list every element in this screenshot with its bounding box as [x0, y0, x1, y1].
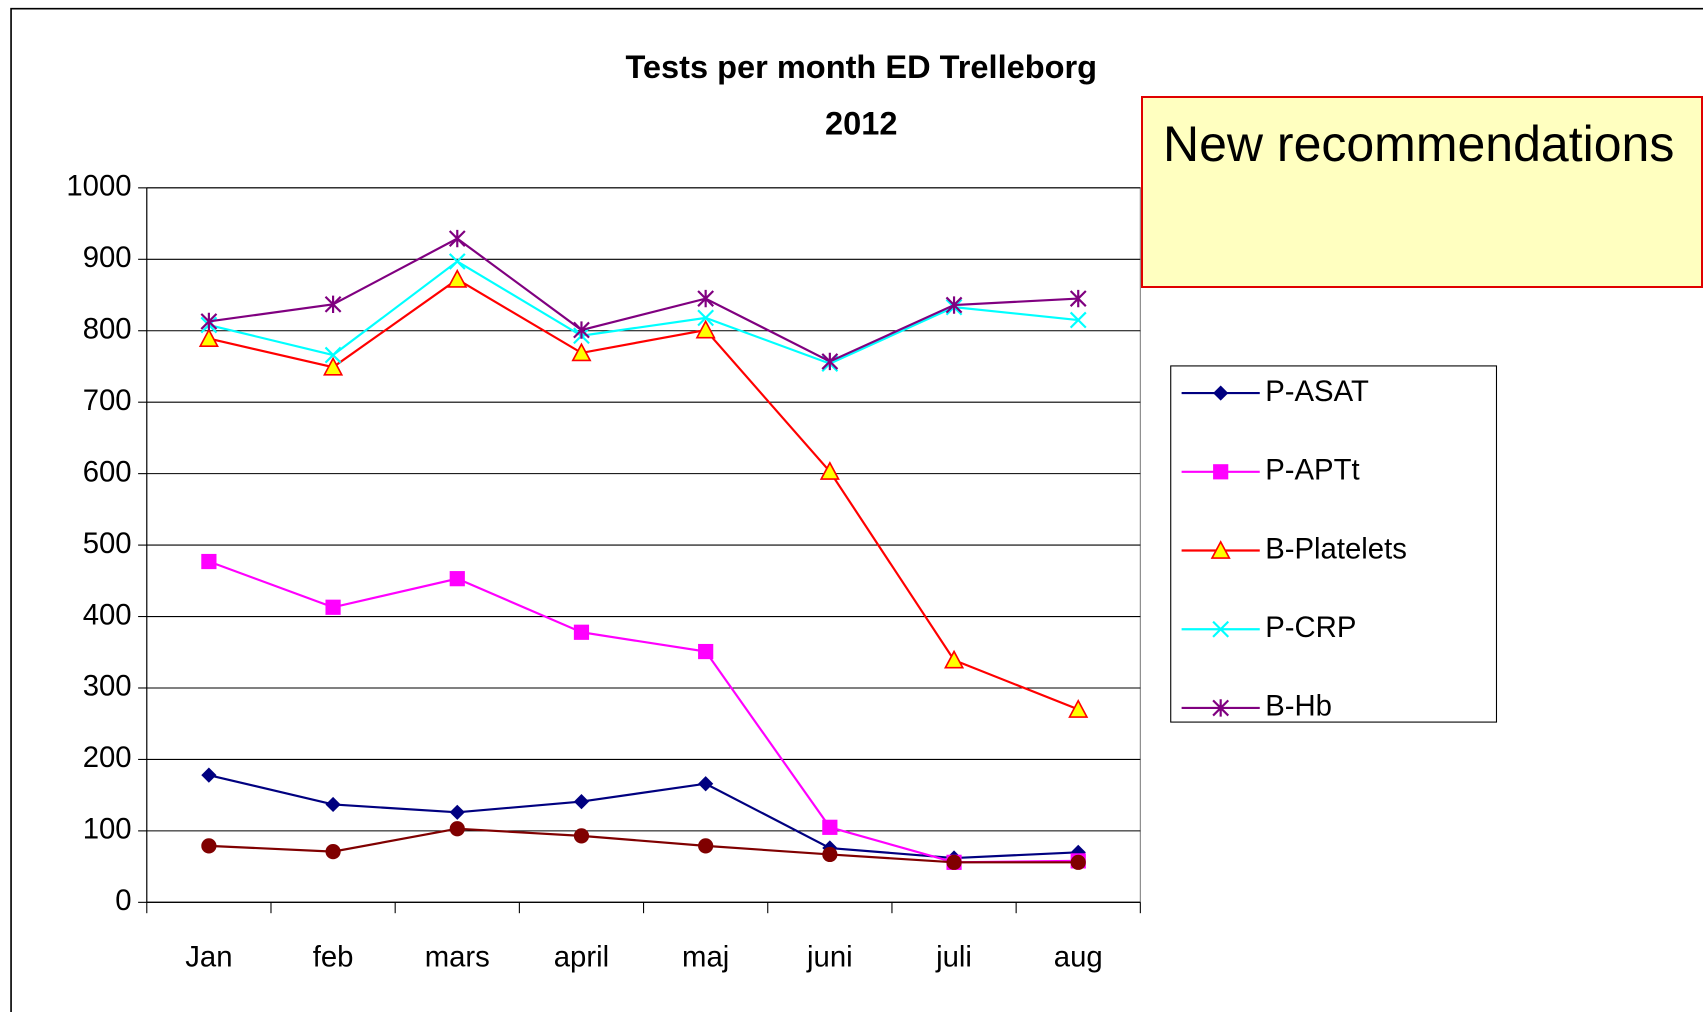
series-line: [208, 237, 1079, 363]
legend-item: P-ASAT: [1181, 375, 1369, 408]
marker: [323, 356, 344, 376]
marker: [822, 819, 838, 835]
marker: [946, 854, 962, 870]
marker: [822, 846, 838, 863]
marker: [200, 312, 218, 331]
marker: [1070, 854, 1086, 870]
marker: [697, 309, 715, 327]
series: [200, 229, 1087, 371]
x-tick-label: april: [554, 941, 609, 974]
y-tick-label: 700: [83, 384, 132, 417]
marker: [201, 838, 217, 854]
marker: [697, 289, 715, 308]
series-line: [208, 278, 1079, 711]
series-line: [208, 560, 1079, 864]
y-tick-label: 100: [83, 813, 132, 846]
legend: [1170, 365, 1498, 723]
marker: [573, 828, 590, 844]
x-tick-label: feb: [313, 941, 354, 974]
x-tick-label: Jan: [185, 941, 232, 974]
marker: [819, 461, 840, 480]
legend-label: P-APTt: [1265, 454, 1359, 487]
series-line: [208, 827, 1079, 864]
y-tick-label: 300: [83, 670, 132, 703]
legend-label: P-ASAT: [1265, 375, 1369, 408]
marker: [325, 844, 341, 860]
x-tick-label: juni: [806, 941, 853, 974]
y-tick-label: 500: [83, 527, 132, 560]
marker: [201, 553, 217, 570]
marker: [1210, 540, 1231, 559]
marker: [1213, 464, 1229, 480]
marker: [324, 295, 342, 313]
series: [201, 821, 1086, 870]
marker: [573, 321, 590, 339]
legend-label: B-Hb: [1265, 690, 1332, 723]
legend-label: B-Platelets: [1265, 532, 1407, 565]
y-tick-label: 400: [83, 598, 132, 631]
marker: [325, 796, 341, 813]
y-tick-label: 0: [115, 884, 131, 917]
marker: [573, 624, 590, 640]
marker: [1068, 699, 1089, 718]
y-tick-label: 800: [83, 312, 132, 345]
legend-item: B-Platelets: [1181, 532, 1407, 565]
y-tick-label: 900: [83, 241, 132, 274]
frame: [10, 7, 1703, 1012]
marker: [448, 253, 466, 270]
chart-subtitle: 2012: [825, 106, 897, 142]
y-tick-label: 200: [83, 741, 132, 774]
marker: [324, 346, 342, 364]
marker: [698, 643, 714, 660]
x-tick-label: mars: [425, 941, 490, 974]
marker: [448, 229, 466, 248]
marker: [1069, 311, 1087, 329]
marker: [1212, 699, 1230, 717]
y-tick-label: 600: [83, 455, 132, 488]
legend-label: P-CRP: [1265, 611, 1356, 644]
marker: [821, 352, 839, 371]
marker: [945, 296, 963, 314]
marker: [447, 268, 468, 288]
x-tick-label: maj: [682, 941, 729, 974]
x-tick-label: juli: [935, 941, 972, 974]
plot-area: 0 100 200 300 400 500 600 700 800 900 1000 Jan feb ma…: [66, 170, 1141, 974]
marker: [198, 328, 219, 348]
marker: [698, 838, 714, 854]
marker: [325, 599, 341, 615]
marker: [1069, 289, 1087, 308]
series: [198, 268, 1089, 718]
legend-item: B-Hb: [1181, 690, 1332, 723]
chart-title: Tests per month ED Trelleborg: [625, 49, 1097, 85]
marker: [695, 319, 716, 339]
legend-item: P-CRP: [1181, 611, 1356, 644]
series-line: [208, 260, 1079, 365]
marker: [571, 342, 592, 362]
marker: [449, 571, 465, 587]
x-tick-label: aug: [1054, 941, 1103, 974]
legend-item: P-APTt: [1181, 454, 1360, 487]
marker: [698, 776, 714, 792]
annotation: New recommendations: [1141, 96, 1703, 288]
marker: [1212, 620, 1230, 638]
y-tick-label: 1000: [66, 170, 131, 203]
marker: [449, 821, 465, 837]
marker: [943, 649, 965, 669]
